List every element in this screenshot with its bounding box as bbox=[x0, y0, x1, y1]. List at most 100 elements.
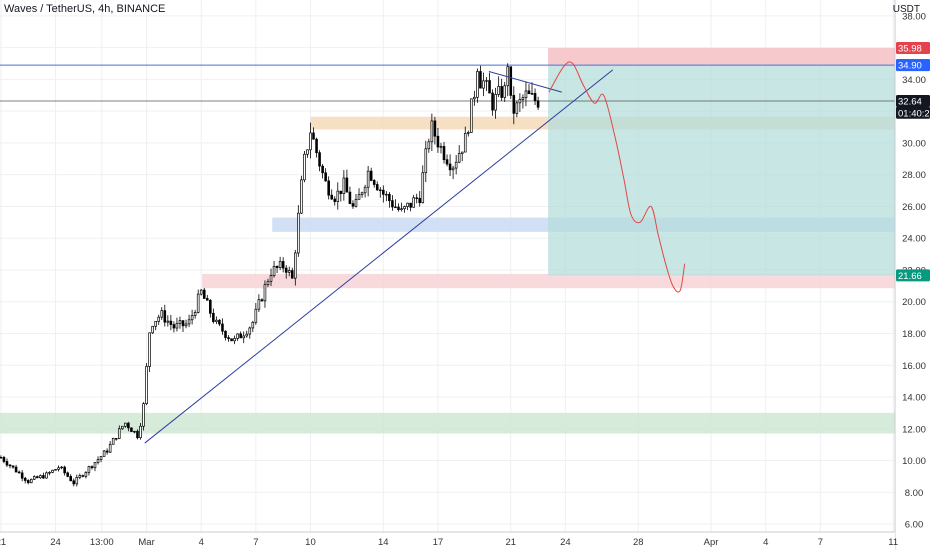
candle-body bbox=[375, 184, 379, 191]
candle-body bbox=[166, 320, 170, 323]
candle-body bbox=[239, 333, 242, 339]
candle-body bbox=[145, 366, 148, 404]
candle-body bbox=[303, 153, 306, 181]
candle-body bbox=[190, 315, 194, 321]
candle-body bbox=[524, 90, 528, 99]
candle-body bbox=[215, 319, 218, 322]
y-tick-label: 18.00 bbox=[902, 329, 926, 340]
candle-body bbox=[266, 280, 270, 285]
candle-body bbox=[463, 133, 467, 153]
candle-body bbox=[360, 192, 364, 196]
candle-body bbox=[479, 71, 482, 89]
candle-body bbox=[309, 132, 312, 151]
candle-body bbox=[33, 476, 36, 480]
candle-body bbox=[391, 200, 394, 208]
candle-body bbox=[218, 319, 221, 325]
candle-body bbox=[209, 299, 212, 314]
projected-price-path bbox=[548, 61, 686, 293]
candle-body bbox=[48, 472, 51, 474]
y-tick-label: 34.00 bbox=[902, 75, 926, 86]
candle-body bbox=[84, 472, 88, 477]
x-tick-label: 28 bbox=[633, 537, 644, 548]
candle-body bbox=[400, 208, 403, 211]
candle-body bbox=[90, 466, 94, 469]
candle-body bbox=[269, 275, 273, 282]
y-tick-label: 14.00 bbox=[902, 393, 926, 404]
candle-body bbox=[54, 469, 57, 471]
candle-body bbox=[497, 86, 500, 95]
y-tick-label: 28.00 bbox=[902, 170, 926, 181]
candle-body bbox=[0, 457, 3, 459]
candle-body bbox=[75, 477, 79, 485]
candle-body bbox=[11, 465, 15, 468]
candle-body bbox=[242, 335, 245, 339]
candle-body bbox=[527, 90, 531, 95]
ascending-trendline bbox=[144, 69, 614, 444]
candle-body bbox=[172, 324, 176, 329]
candle-body bbox=[318, 152, 321, 167]
candle-body bbox=[245, 333, 249, 337]
time-axis-background bbox=[0, 532, 895, 550]
candle-body bbox=[473, 96, 476, 100]
candle-body bbox=[272, 265, 276, 276]
candle-body bbox=[251, 321, 255, 329]
candle-body bbox=[324, 172, 327, 182]
candle-body bbox=[5, 461, 9, 466]
candle-body bbox=[300, 179, 303, 214]
candle-body bbox=[178, 320, 182, 324]
candle-body bbox=[500, 86, 503, 98]
candle-body bbox=[81, 475, 85, 477]
x-tick-label: 4 bbox=[199, 537, 204, 548]
candle-body bbox=[39, 475, 42, 479]
candle-body bbox=[157, 316, 161, 322]
candle-body bbox=[114, 438, 118, 440]
candle-body bbox=[306, 149, 309, 155]
candle-body bbox=[260, 299, 264, 302]
candle-body bbox=[102, 450, 106, 457]
candle-body bbox=[333, 198, 337, 202]
candle-body bbox=[388, 193, 391, 201]
candle-body bbox=[69, 476, 73, 482]
candle-body bbox=[512, 95, 516, 114]
candle-body bbox=[382, 189, 385, 195]
candle-body bbox=[221, 323, 224, 332]
candle-body bbox=[536, 100, 540, 108]
candle-body bbox=[199, 289, 203, 295]
candle-body bbox=[321, 165, 324, 174]
candle-body bbox=[372, 180, 376, 185]
candle-body bbox=[254, 308, 258, 323]
candle-body bbox=[29, 478, 33, 484]
candle-body bbox=[108, 443, 112, 453]
candle-body bbox=[196, 293, 200, 313]
candle-body bbox=[415, 197, 418, 199]
candle-body bbox=[184, 323, 188, 327]
candle-body bbox=[515, 102, 519, 114]
y-tick-label: 10.00 bbox=[902, 456, 926, 467]
x-tick-label: Mar bbox=[138, 537, 154, 548]
candle-body bbox=[57, 467, 60, 470]
candle-body bbox=[121, 425, 124, 430]
candle-body bbox=[439, 146, 443, 148]
candle-body bbox=[154, 320, 157, 327]
candle-body bbox=[78, 475, 82, 478]
candle-body bbox=[494, 94, 497, 111]
candle-body bbox=[130, 427, 133, 432]
candle-body bbox=[488, 80, 491, 94]
candle-body bbox=[227, 337, 230, 340]
candle-body bbox=[476, 71, 479, 98]
candle-body bbox=[418, 197, 422, 204]
candle-body bbox=[60, 466, 63, 469]
price-tag-label: 01:40:24 bbox=[898, 108, 932, 119]
candle-body bbox=[96, 459, 100, 463]
price-tag-box bbox=[896, 41, 930, 54]
candle-body bbox=[430, 120, 434, 143]
candle-body bbox=[169, 320, 173, 325]
candle-body bbox=[327, 180, 330, 196]
candle-body bbox=[433, 120, 437, 137]
x-tick-label: 13:00 bbox=[90, 537, 114, 548]
candle-body bbox=[51, 469, 54, 473]
zone-red bbox=[202, 273, 895, 289]
candle-body bbox=[533, 93, 537, 102]
